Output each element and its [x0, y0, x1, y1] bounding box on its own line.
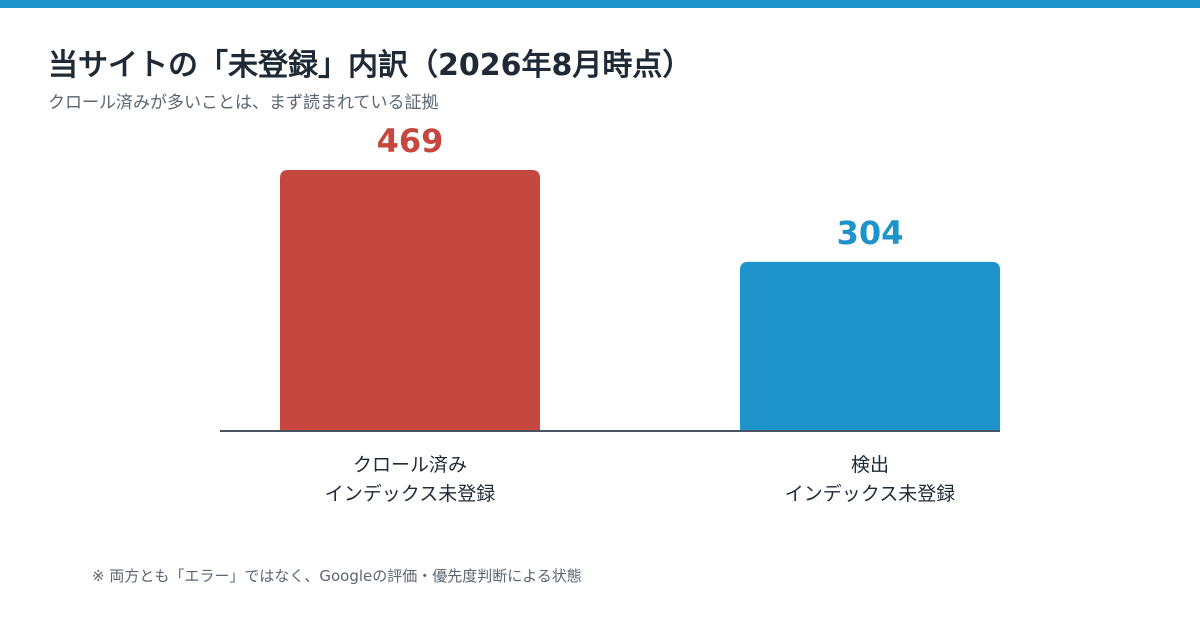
category-label-line: インデックス未登録 — [785, 483, 955, 505]
bar-1 — [280, 170, 540, 431]
value-label-1: 469 — [377, 122, 444, 160]
value-label-2: 304 — [837, 214, 904, 252]
category-label-line: 検出 — [851, 454, 889, 476]
top-accent-bar — [0, 0, 1200, 8]
category-label-2: 検出インデックス未登録 — [785, 454, 955, 505]
footnote: ※ 両方とも「エラー」ではなく、Googleの評価・優先度判断による状態 — [92, 567, 582, 585]
bar-2 — [740, 261, 1000, 431]
category-label-line: インデックス未登録 — [325, 483, 495, 505]
chart-title: 当サイトの「未登録」内訳（2026年8月時点） — [48, 48, 693, 83]
chart-subtitle: クロール済みが多いことは、まず読まれている証拠 — [48, 93, 439, 113]
category-label-1: クロール済みインデックス未登録 — [325, 454, 495, 505]
category-label-line: クロール済み — [353, 454, 467, 476]
